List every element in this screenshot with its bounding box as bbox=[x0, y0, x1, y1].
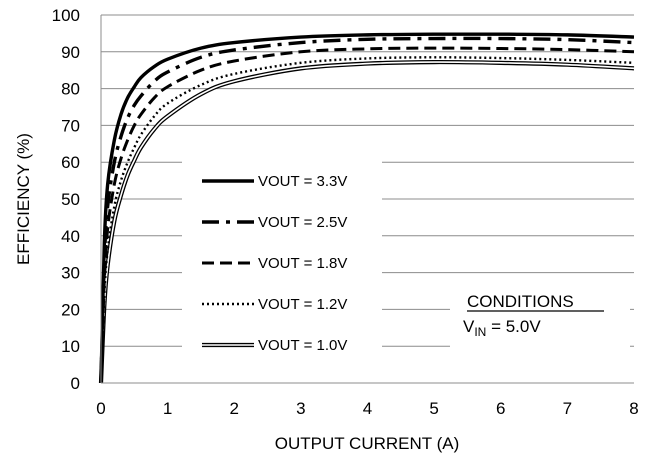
y-tick-20: 20 bbox=[61, 300, 80, 319]
x-tick-1: 1 bbox=[163, 399, 172, 418]
conditions-subscript: IN bbox=[474, 325, 486, 339]
x-tick-5: 5 bbox=[429, 399, 438, 418]
legend-item-1: VOUT = 3.3V bbox=[202, 173, 347, 190]
conditions-v: V bbox=[463, 317, 475, 336]
x-tick-labels: 0 1 2 3 4 5 6 7 8 bbox=[96, 399, 638, 418]
legend-label-1: VOUT = 3.3V bbox=[258, 173, 347, 190]
series-line-1 bbox=[99, 32, 635, 384]
x-tick-6: 6 bbox=[496, 399, 505, 418]
y-tick-70: 70 bbox=[61, 116, 80, 135]
series-line-2 bbox=[99, 36, 635, 384]
y-tick-30: 30 bbox=[61, 264, 80, 283]
y-axis-label: EFFICIENCY (%) bbox=[14, 133, 33, 265]
series-1 bbox=[99, 32, 635, 384]
legend-item-5: VOUT = 1.0V bbox=[202, 337, 347, 354]
legend-item-2: VOUT = 2.5V bbox=[202, 214, 347, 231]
series-line-3 bbox=[99, 46, 635, 384]
series-line-5-inner bbox=[100, 61, 635, 384]
legend-label-5: VOUT = 1.0V bbox=[258, 337, 347, 354]
x-tick-4: 4 bbox=[363, 399, 372, 418]
series-line-4 bbox=[99, 56, 635, 384]
conditions-vin: VIN = 5.0V bbox=[463, 317, 541, 339]
conditions-value: = 5.0V bbox=[486, 317, 541, 336]
x-tick-7: 7 bbox=[563, 399, 572, 418]
y-tick-10: 10 bbox=[61, 337, 80, 356]
legend-item-4: VOUT = 1.2V bbox=[202, 296, 347, 313]
y-tick-90: 90 bbox=[61, 43, 80, 62]
x-tick-3: 3 bbox=[296, 399, 305, 418]
y-tick-60: 60 bbox=[61, 153, 80, 172]
y-tick-80: 80 bbox=[61, 80, 80, 99]
y-tick-0: 0 bbox=[71, 374, 80, 393]
x-tick-8: 8 bbox=[629, 399, 638, 418]
conditions-heading: CONDITIONS bbox=[467, 292, 574, 311]
legend-label-2: VOUT = 2.5V bbox=[258, 214, 347, 231]
legend-label-3: VOUT = 1.8V bbox=[258, 255, 347, 272]
series-4 bbox=[99, 56, 635, 384]
y-tick-40: 40 bbox=[61, 227, 80, 246]
legend-background bbox=[182, 158, 382, 358]
y-tick-100: 100 bbox=[52, 6, 80, 25]
y-tick-labels: 0 10 20 30 40 50 60 70 80 90 100 bbox=[52, 6, 80, 393]
x-tick-2: 2 bbox=[230, 399, 239, 418]
series-layer bbox=[98, 32, 635, 384]
axes bbox=[100, 15, 634, 384]
legend: VOUT = 3.3V VOUT = 2.5V VOUT = 1.8V VOUT = … bbox=[182, 158, 382, 358]
legend-label-4: VOUT = 1.2V bbox=[258, 296, 347, 313]
x-tick-0: 0 bbox=[96, 399, 105, 418]
conditions-background bbox=[450, 283, 630, 351]
series-3 bbox=[99, 46, 635, 384]
x-axis-label: OUTPUT CURRENT (A) bbox=[275, 434, 460, 453]
legend-item-3: VOUT = 1.8V bbox=[202, 255, 347, 272]
series-2 bbox=[99, 36, 635, 384]
y-tick-50: 50 bbox=[61, 190, 80, 209]
conditions-annotation: CONDITIONS VIN = 5.0V bbox=[450, 283, 630, 351]
series-5 bbox=[98, 59, 635, 384]
